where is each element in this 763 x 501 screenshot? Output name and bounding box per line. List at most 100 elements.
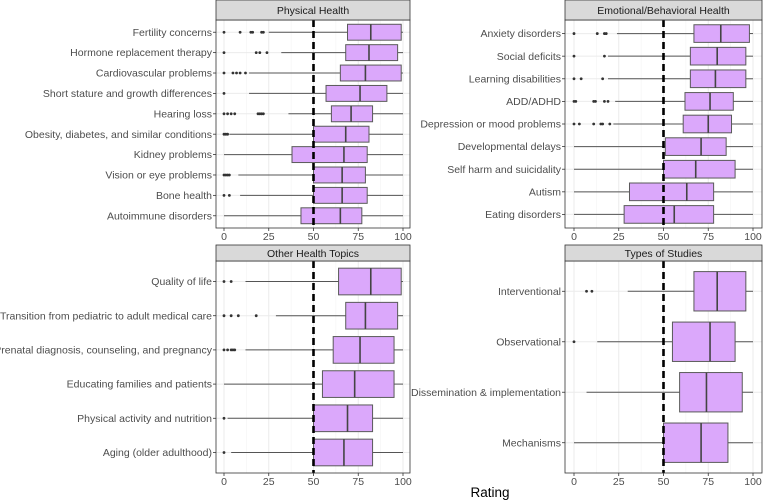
category-label: Hormone replacement therapy — [70, 47, 213, 59]
outlier-point — [222, 193, 226, 197]
box-1-8 — [574, 205, 753, 224]
panel-title: Emotional/Behavioral Health — [597, 5, 730, 17]
box-0-5 — [222, 125, 403, 143]
box — [345, 301, 399, 330]
box-3-3 — [574, 422, 753, 463]
outlier-point — [603, 99, 606, 103]
box-0-0 — [222, 23, 403, 41]
panel-0: Fertility concerns Hormone replacement th… — [25, 0, 412, 243]
outlier-point — [238, 30, 242, 34]
category-label: Mechanisms — [502, 437, 561, 449]
x-tick-label: 75 — [352, 476, 364, 488]
panel-1: Anxiety disorders Social deficits Learning… — [420, 0, 763, 243]
box — [338, 267, 402, 296]
outlier-point — [258, 51, 262, 55]
category-label: Bone health — [156, 190, 212, 202]
outlier-point — [229, 280, 233, 283]
box-0-4 — [222, 105, 403, 123]
category-label: Learning disabilities — [469, 73, 561, 85]
box — [679, 372, 743, 413]
outlier-point — [577, 122, 581, 126]
category-label: Eating disorders — [485, 209, 561, 221]
panel-strip — [564, 0, 763, 21]
category-label: Obesity, diabetes, and similar condition… — [25, 129, 212, 141]
box — [671, 321, 736, 362]
outlier-point — [226, 348, 229, 352]
outlier-point — [222, 112, 226, 116]
x-tick-label: 100 — [744, 476, 762, 488]
category-label: Self harm and suicidality — [447, 164, 562, 176]
category-label: ADD/ADHD — [506, 96, 561, 108]
outlier-point — [222, 51, 226, 55]
box — [321, 370, 395, 398]
box — [313, 166, 366, 184]
category-label: Dissemination & implementation — [411, 387, 561, 399]
outlier-point — [595, 32, 599, 35]
outlier-point — [244, 71, 247, 75]
outlier-point — [222, 30, 226, 34]
box — [693, 271, 747, 312]
outlier-point — [222, 348, 226, 352]
category-label: Short stature and growth differences — [43, 88, 212, 100]
box — [330, 105, 374, 123]
x-tick-label: 50 — [308, 231, 320, 243]
category-label: Interventional — [498, 286, 561, 298]
outlier-point — [594, 99, 597, 103]
outlier-point — [222, 314, 226, 318]
box-2-4 — [222, 404, 403, 433]
box — [663, 159, 736, 179]
outlier-point — [229, 314, 233, 318]
panel-title: Types of Studies — [625, 248, 703, 260]
box-0-6 — [224, 146, 403, 164]
outlier-point — [233, 348, 237, 352]
outlier-point — [238, 71, 242, 75]
outlier-point — [236, 314, 240, 318]
box — [325, 84, 388, 102]
outlier-point — [606, 99, 610, 103]
x-tick-label: 25 — [263, 476, 275, 488]
outlier-point — [603, 54, 606, 58]
box — [682, 114, 733, 134]
box-2-5 — [222, 438, 403, 467]
category-label: Depression or mood problems — [420, 119, 561, 131]
outlier-point — [222, 71, 226, 75]
box — [313, 438, 374, 467]
box-1-5 — [574, 137, 753, 156]
outlier-point — [574, 99, 578, 103]
box-2-2 — [222, 336, 403, 364]
category-label: Autism — [529, 186, 561, 198]
x-tick-label: 100 — [394, 231, 412, 243]
outlier-point — [227, 173, 231, 177]
box-3-2 — [586, 372, 753, 413]
category-label: Developmental delays — [458, 141, 561, 153]
box-0-1 — [222, 44, 403, 62]
panel-strip — [215, 0, 411, 21]
box — [684, 92, 734, 111]
x-tick-label: 25 — [613, 231, 625, 243]
x-tick-label: 0 — [221, 476, 227, 488]
outlier-point — [590, 289, 594, 293]
outlier-point — [572, 77, 576, 81]
x-tick-label: 100 — [394, 476, 412, 488]
outlier-point — [233, 112, 237, 116]
category-label: Transition from pediatric to adult medic… — [0, 310, 212, 322]
x-tick-label: 50 — [308, 476, 320, 488]
box-1-1 — [572, 46, 753, 66]
outlier-point — [585, 289, 588, 293]
box — [693, 24, 750, 43]
x-tick-label: 0 — [571, 476, 577, 488]
box-1-7 — [574, 182, 753, 202]
outlier-point — [572, 340, 576, 344]
category-label: Aging (older adulthood) — [103, 447, 212, 459]
outlier-point — [572, 32, 576, 35]
box — [689, 69, 747, 89]
box — [664, 137, 727, 156]
category-label: Observational — [496, 336, 561, 348]
box — [313, 125, 370, 143]
box — [313, 404, 374, 433]
box-0-7 — [222, 166, 403, 184]
outlier-point — [572, 54, 576, 58]
outlier-point — [235, 71, 238, 75]
x-tick-label: 100 — [744, 231, 762, 243]
